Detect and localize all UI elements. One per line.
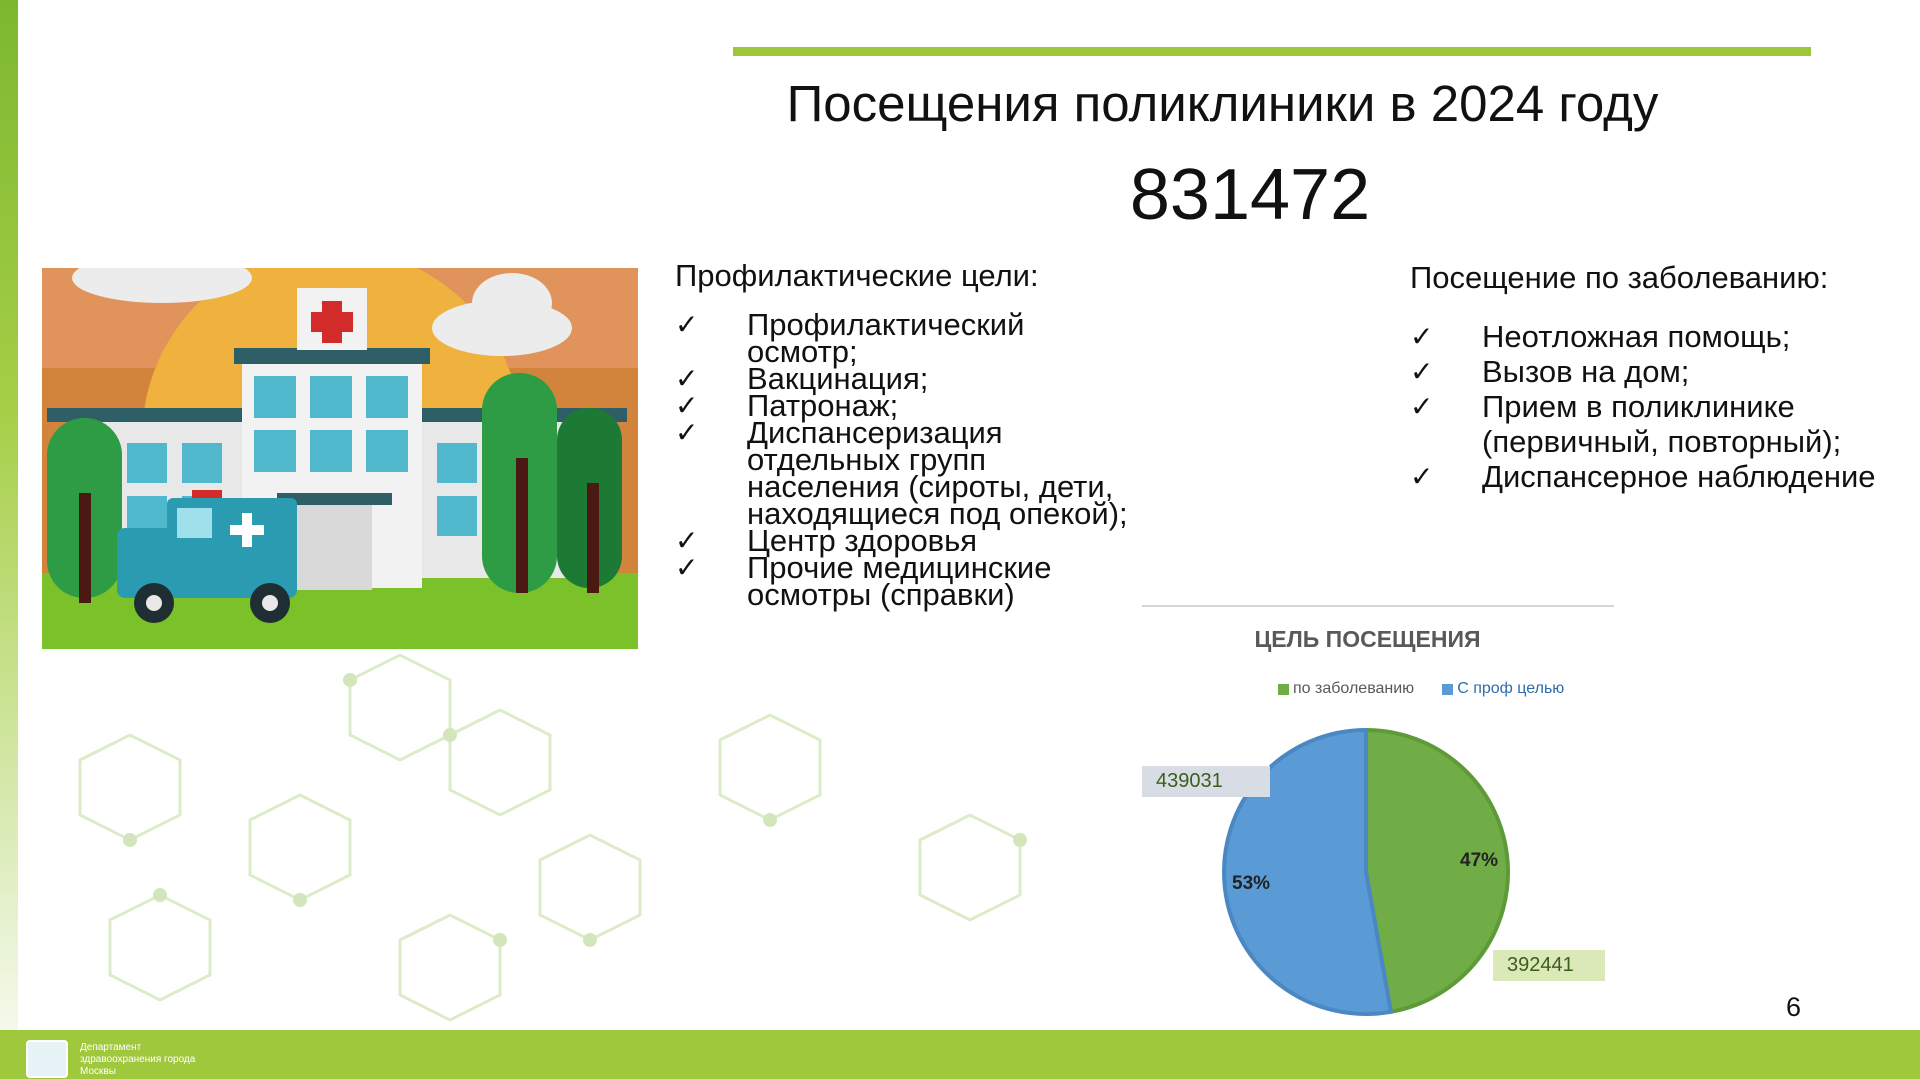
disease-heading: Посещение по заболеванию: [1410, 260, 1829, 295]
title-accent-bar [733, 47, 1811, 56]
list-item-text: Профилактический осмотр; [747, 307, 1025, 369]
check-icon: ✓ [1410, 321, 1434, 352]
list-item-text: Вызов на дом; [1482, 354, 1690, 389]
list-item: ✓ Вакцинация; [675, 361, 1135, 396]
legend-item-preventive: С проф целью [1442, 680, 1564, 698]
list-item-text: Прием в поликлинике (первичный, повторны… [1482, 389, 1842, 459]
left-accent-strip [0, 0, 18, 1030]
footer-org-line: Департамент [80, 1042, 142, 1053]
list-item: ✓ Диспансеризация отдельных групп населен… [675, 415, 1135, 531]
legend-swatch-disease [1278, 683, 1289, 695]
list-item: ✓ Прием в поликлинике (первичный, повторн… [1410, 389, 1880, 459]
department-logo-icon [26, 1040, 68, 1078]
check-icon: ✓ [1410, 461, 1434, 492]
page-number: 6 [1786, 992, 1802, 1022]
check-icon: ✓ [675, 390, 699, 421]
list-item-text: Вакцинация; [747, 361, 929, 396]
list-item: ✓ Патронаж; [675, 388, 1135, 423]
list-item: ✓ Неотложная помощь; [1410, 319, 1880, 354]
pie-slice-preventive [1222, 727, 1394, 1016]
list-item: ✓ Вызов на дом; [1410, 354, 1880, 389]
chart-divider [1142, 605, 1614, 607]
check-icon: ✓ [675, 525, 699, 556]
hexagon-background-pattern [78, 653, 1027, 1022]
pie-slice-disease [1364, 727, 1510, 1015]
list-item: ✓ Центр здоровья [675, 523, 1135, 558]
check-icon: ✓ [1410, 391, 1434, 422]
check-icon: ✓ [675, 552, 699, 583]
legend-label-disease: по заболеванию [1293, 680, 1415, 697]
list-item-text: Прочие медицинские осмотры (справки) [747, 550, 1052, 612]
footer-bar [0, 1030, 1920, 1079]
data-label-preventive-percent: 53% [1232, 873, 1271, 894]
legend-item-disease: по заболеванию [1278, 680, 1414, 698]
legend-label-preventive: С проф целью [1457, 680, 1565, 697]
data-label-disease-value: 392441 [1493, 950, 1605, 981]
preventive-list: Профилактические цели: ✓ Профилактический… [675, 258, 1135, 612]
list-item-text: Центр здоровья [747, 523, 978, 558]
disease-list: Посещение по заболеванию: ✓ Неотложная по… [1410, 260, 1880, 494]
data-label-disease-percent: 47% [1460, 850, 1499, 871]
footer-org-line: здравоохранения города [80, 1054, 196, 1065]
data-label-preventive-value: 439031 [1142, 766, 1270, 797]
legend-swatch-preventive [1442, 683, 1454, 695]
footer-org-name: Департамент здравоохранения города Москв… [80, 1042, 240, 1078]
list-item-text: Диспансеризация отдельных групп населени… [747, 415, 1128, 531]
preventive-heading: Профилактические цели: [675, 258, 1039, 293]
list-item-text: Неотложная помощь; [1482, 319, 1791, 354]
check-icon: ✓ [1410, 356, 1434, 387]
hospital-with-ambulance-illustration [42, 268, 638, 649]
check-icon: ✓ [675, 417, 699, 448]
footer-org-line: Москвы [80, 1066, 116, 1077]
list-item-text: Патронаж; [747, 388, 899, 423]
chart-title: ЦЕЛЬ ПОСЕЩЕНИЯ [1254, 626, 1481, 652]
total-visits-number: 831472 [1129, 155, 1371, 235]
chart-legend: по заболеванию С проф целью [1278, 680, 1564, 698]
list-item-text: Диспансерное наблюдение [1482, 459, 1876, 494]
check-icon: ✓ [675, 363, 699, 394]
pie-chart [1222, 727, 1510, 1016]
list-item: ✓ Диспансерное наблюдение [1410, 459, 1880, 494]
check-icon: ✓ [675, 309, 699, 340]
list-item: ✓ Прочие медицинские осмотры (справки) [675, 550, 1135, 612]
list-item: ✓ Профилактический осмотр; [675, 307, 1135, 369]
page-title: Посещения поликлиники в 2024 году [786, 75, 1659, 132]
